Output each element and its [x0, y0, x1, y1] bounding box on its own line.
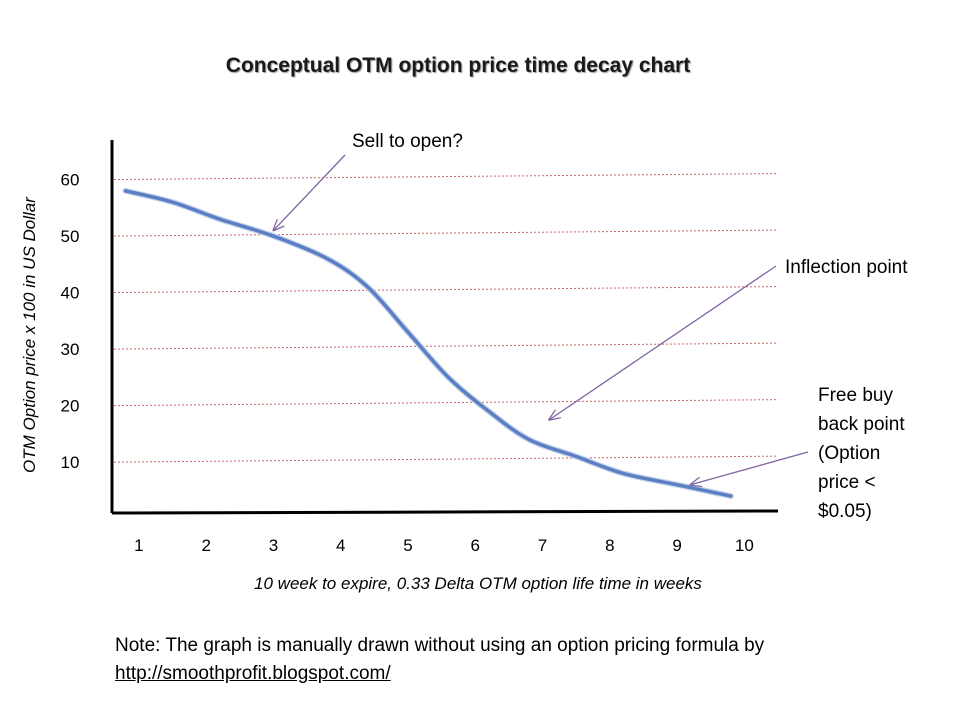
gridline	[113, 342, 779, 350]
buyback-line: price <	[818, 472, 876, 493]
footnote-text: Note: The graph is manually drawn withou…	[115, 635, 765, 656]
chart-title: Conceptual OTM option price time decay c…	[225, 54, 691, 77]
annotation-inflection-point: Inflection point	[785, 257, 908, 278]
axes	[110, 140, 779, 515]
annotation-arrow-buyback	[691, 451, 809, 485]
buyback-line: Free buy	[818, 385, 893, 406]
gridline	[113, 399, 779, 407]
gridline	[113, 455, 779, 463]
x-tick-label: 10	[735, 536, 754, 555]
gridline	[113, 286, 779, 294]
gridline	[113, 229, 779, 237]
series-line	[123, 189, 733, 498]
annotation-arrow-sell	[273, 154, 346, 230]
y-tick-label: 60	[61, 171, 80, 190]
series-curve	[122, 187, 734, 500]
x-tick-labels: 1 2 3 4 5 6 7 8 9 10	[134, 536, 754, 555]
x-tick-label: 2	[201, 536, 210, 555]
x-tick-label: 7	[538, 536, 547, 555]
y-tick-labels: 60 50 40 30 20 10	[61, 171, 80, 473]
x-tick-label: 5	[403, 536, 412, 555]
buyback-line: back point	[818, 414, 905, 435]
x-tick-label: 1	[134, 536, 143, 555]
x-tick-label: 4	[336, 536, 345, 555]
x-axis-label: 10 week to expire, 0.33 Delta OTM option…	[254, 574, 702, 593]
footnote: Note: The graph is manually drawn withou…	[115, 632, 764, 688]
buyback-line: (Option	[818, 443, 881, 464]
blog-link[interactable]: http://smoothprofit.blogspot.com/	[115, 663, 391, 684]
x-tick-label: 8	[605, 536, 614, 555]
annotation-buyback: Free buy back point (Option price < $0.0…	[818, 381, 905, 526]
y-tick-label: 20	[61, 397, 80, 416]
gridlines	[113, 173, 779, 463]
annotation-arrows	[273, 154, 809, 485]
x-tick-label: 3	[269, 536, 278, 555]
y-tick-label: 50	[61, 227, 80, 246]
buyback-line: $0.05)	[818, 501, 872, 522]
series-line-halo	[122, 187, 734, 500]
y-tick-label: 30	[61, 340, 80, 359]
x-axis-line	[111, 509, 779, 515]
annotation-arrow-inflection	[549, 265, 777, 420]
y-axis-label: OTM Option price x 100 in US Dollar	[20, 197, 39, 473]
y-tick-label: 40	[61, 284, 80, 303]
x-tick-label: 6	[471, 536, 480, 555]
x-tick-label: 9	[672, 536, 681, 555]
annotation-sell-to-open: Sell to open?	[352, 131, 463, 152]
gridline	[113, 173, 779, 181]
y-tick-label: 10	[61, 453, 80, 472]
